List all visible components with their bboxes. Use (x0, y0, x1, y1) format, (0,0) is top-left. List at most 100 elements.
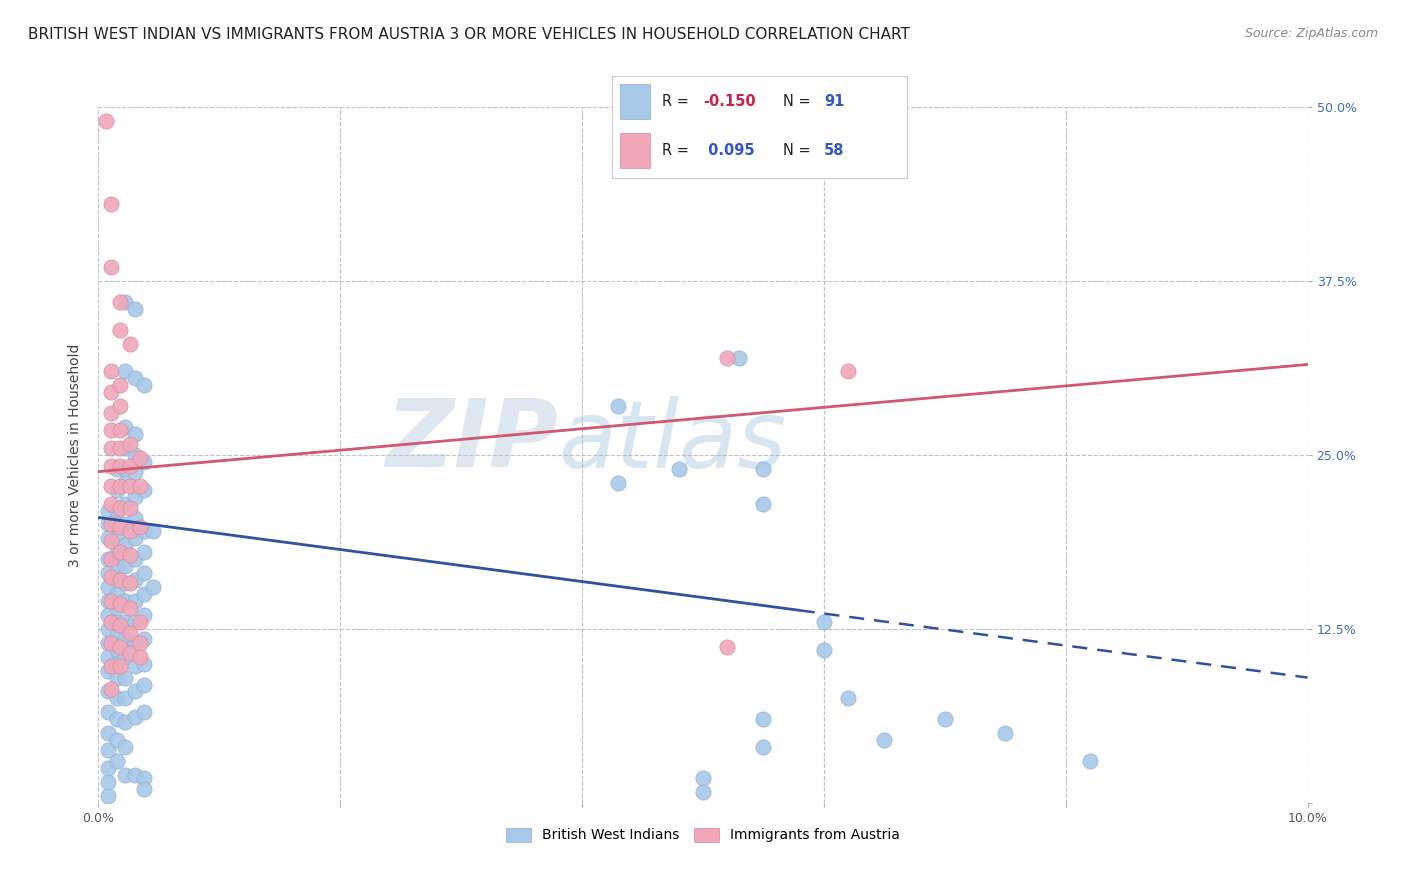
Point (128, 636, 150, 650)
Point (716, 351, 738, 365)
Point (118, 524, 141, 539)
Point (114, 462, 136, 476)
Point (97, 684, 120, 698)
Point (114, 559, 136, 574)
Point (105, 754, 128, 768)
Point (97, 552, 120, 566)
Point (100, 406, 122, 420)
Text: R =: R = (662, 94, 693, 109)
Point (97, 532, 120, 546)
Point (728, 351, 751, 365)
Point (97, 503, 120, 517)
Point (105, 629, 128, 643)
Point (124, 448, 146, 462)
Point (100, 681, 122, 696)
Point (124, 636, 146, 650)
Point (114, 420, 136, 434)
Text: atlas: atlas (558, 395, 786, 486)
Point (128, 649, 150, 664)
Point (118, 576, 141, 591)
Point (114, 538, 136, 552)
Point (108, 659, 131, 673)
Point (108, 399, 131, 413)
Point (97, 594, 120, 608)
Point (100, 570, 122, 584)
Point (114, 364, 136, 378)
Bar (620, 133, 650, 168)
Point (128, 478, 150, 492)
Point (934, 712, 956, 726)
Point (134, 545, 156, 559)
Point (692, 785, 714, 799)
Point (100, 385, 122, 400)
Point (108, 617, 131, 632)
Point (108, 640, 131, 654)
Point (114, 576, 136, 591)
Text: N =: N = (783, 94, 815, 109)
Point (752, 740, 775, 755)
Point (97, 566, 120, 581)
Point (128, 615, 150, 629)
Point (97, 622, 120, 636)
Point (994, 726, 1017, 740)
Point (108, 378, 131, 392)
Point (124, 573, 146, 587)
Point (114, 671, 136, 685)
Point (124, 427, 146, 442)
Text: R =: R = (662, 144, 693, 158)
Point (134, 378, 156, 392)
Point (97, 649, 120, 664)
Point (108, 520, 131, 534)
Point (108, 500, 131, 515)
Point (100, 659, 122, 673)
Point (105, 532, 128, 546)
Point (114, 294, 136, 309)
Point (100, 517, 122, 532)
Point (97, 706, 120, 720)
Point (108, 597, 131, 611)
Point (124, 659, 146, 673)
Point (97, 580, 120, 594)
Point (752, 497, 775, 511)
Point (124, 371, 146, 385)
Point (134, 632, 156, 646)
Point (105, 587, 128, 601)
Point (97, 517, 120, 532)
Point (108, 294, 131, 309)
Point (118, 601, 141, 615)
Point (114, 594, 136, 608)
Point (607, 399, 630, 413)
Point (716, 640, 738, 654)
Point (105, 712, 128, 726)
Point (128, 450, 150, 465)
Point (100, 636, 122, 650)
Point (668, 462, 690, 476)
Point (97, 761, 120, 775)
Point (124, 594, 146, 608)
Point (114, 615, 136, 629)
Text: 91: 91 (824, 94, 845, 109)
Point (105, 517, 128, 532)
Point (118, 646, 141, 660)
Point (134, 657, 156, 671)
Point (114, 715, 136, 730)
Point (692, 771, 714, 785)
Point (114, 691, 136, 706)
Point (118, 437, 141, 451)
Point (108, 573, 131, 587)
Point (813, 642, 835, 657)
Point (142, 524, 165, 539)
Point (105, 601, 128, 615)
Point (108, 323, 131, 337)
Point (128, 520, 150, 534)
Bar (620, 84, 650, 119)
Point (105, 657, 128, 671)
Point (1078, 754, 1101, 768)
Point (108, 545, 131, 559)
Point (114, 497, 136, 511)
Point (118, 478, 141, 492)
Point (97, 664, 120, 678)
Point (105, 671, 128, 685)
Point (105, 545, 128, 559)
Point (100, 441, 122, 455)
